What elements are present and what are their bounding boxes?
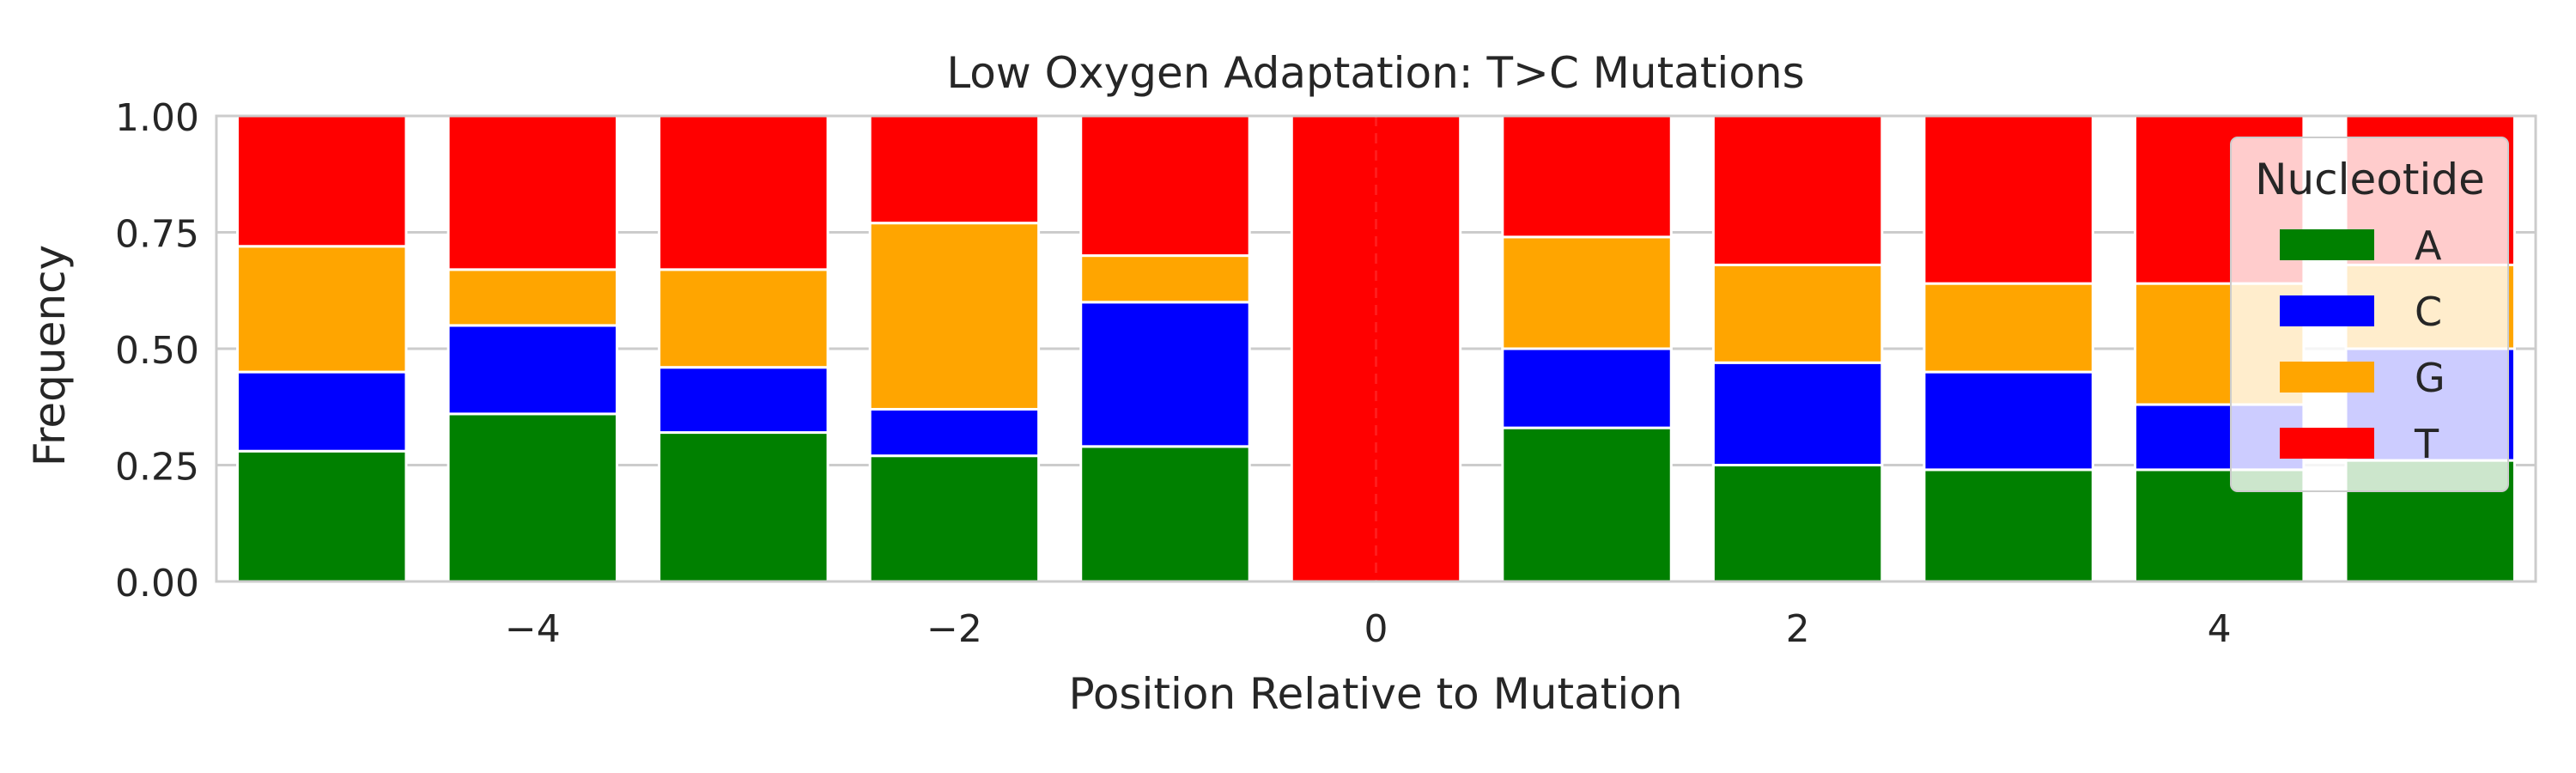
legend-swatch-G [2280, 362, 2374, 393]
axes: 0.00 0.25 0.50 0.75 1.00 −4 −2 0 2 4 [115, 96, 2232, 651]
bar-segment-C [447, 324, 619, 416]
bar-segment-A [868, 454, 1041, 583]
bar-segment-C [658, 366, 829, 435]
y-tick-label: 0.75 [115, 213, 199, 257]
bar-segment-T [236, 114, 408, 248]
bar-segment-G [447, 268, 619, 327]
bar-segment-C [1923, 370, 2094, 472]
plot-frame [215, 114, 2537, 583]
y-tick-label: 0.50 [115, 329, 199, 373]
legend-swatch-C [2280, 295, 2374, 326]
legend-label-A: A [2415, 222, 2442, 269]
bar-segment-G [658, 268, 829, 369]
bar-segment-A [1079, 445, 1251, 583]
bar-segment-G [1079, 254, 1251, 304]
bar-segment-T [658, 114, 829, 271]
bar-segment-T [1079, 114, 1251, 258]
y-tick-label: 1.00 [115, 96, 199, 140]
bar-segment-A [1711, 464, 1884, 583]
bar-segment-A [658, 431, 829, 583]
x-tick-label: 2 [1786, 607, 1810, 651]
x-tick-label: −4 [505, 607, 561, 651]
bar-segment-C [1711, 361, 1884, 467]
bar-segment-G [1501, 235, 1673, 350]
bar-segment-C [868, 407, 1041, 458]
bar-segment-T [447, 114, 619, 271]
legend-title: Nucleotide [2255, 155, 2485, 204]
bar-segment-C [1501, 347, 1673, 429]
y-tick-label: 0.00 [115, 562, 199, 606]
y-axis-label: Frequency [25, 245, 75, 466]
bar-segment-G [868, 222, 1041, 411]
bar-segment-G [1923, 282, 2094, 374]
legend-label-C: C [2415, 289, 2442, 335]
bar-segment-T [1711, 114, 1884, 266]
bar-segment-T [1923, 114, 2094, 285]
bar-segment-C [1079, 301, 1251, 448]
legend-label-G: G [2415, 355, 2445, 401]
bar-segment-G [1711, 263, 1884, 364]
x-tick-label: 0 [1364, 607, 1388, 651]
y-tick-label: 0.25 [115, 446, 199, 490]
bar-segment-A [1501, 426, 1673, 583]
bar-segment-A [236, 449, 408, 583]
chart-title: Low Oxygen Adaptation: T>C Mutations [946, 48, 1804, 98]
bar-segment-T [868, 114, 1041, 225]
bar-segment-T [1501, 114, 1673, 239]
bar-segment-A [1923, 468, 2094, 583]
x-axis-label: Position Relative to Mutation [1068, 669, 1682, 719]
bar-segment-G [236, 245, 408, 374]
legend-swatch-T [2280, 428, 2374, 459]
bar-segment-A [447, 412, 619, 583]
legend-label-T: T [2414, 421, 2439, 467]
x-tick-label: −2 [927, 607, 982, 651]
bar-segment-C [236, 370, 408, 453]
legend-swatch-A [2280, 229, 2374, 260]
x-tick-label: 4 [2208, 607, 2232, 651]
